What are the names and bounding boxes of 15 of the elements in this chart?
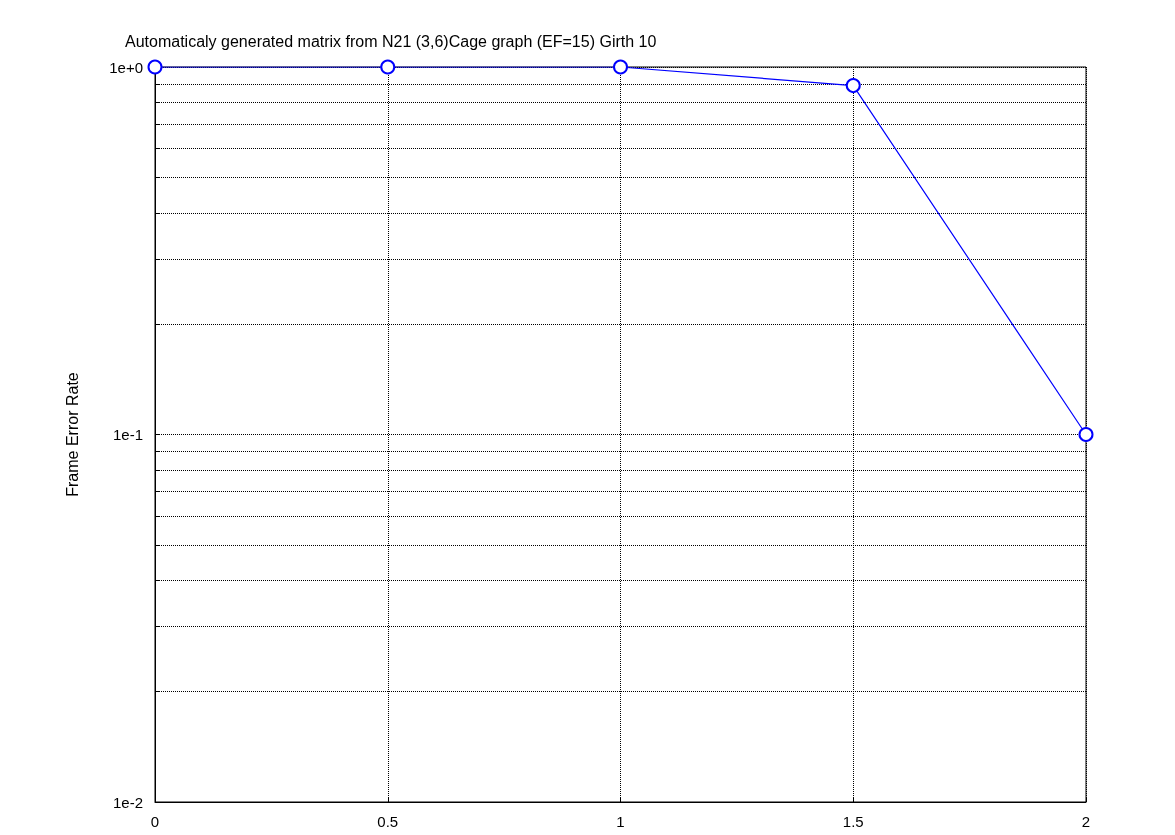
- x-tick-label: 0: [150, 813, 160, 830]
- point: [845, 78, 861, 94]
- point: [380, 59, 396, 75]
- point: [147, 59, 163, 75]
- chart-title: Automaticaly generated matrix from N21 (3,6)Cage graph (EF=15) Girth 10: [125, 32, 657, 50]
- x-tick-label: 0.5: [377, 813, 399, 830]
- point: [613, 59, 628, 75]
- y-tick-label: 1e+0: [109, 58, 143, 76]
- x-tick-label: 1.5: [842, 813, 864, 830]
- y-tick-label: 1e-2: [112, 793, 143, 811]
- y-tick-label: 1e-1: [112, 426, 143, 443]
- x-tick-label: 2: [1081, 813, 1091, 830]
- x-tick-label: 1: [616, 813, 625, 830]
- point: [1078, 427, 1094, 442]
- y-axis-title: Frame Error Rate: [63, 372, 81, 497]
